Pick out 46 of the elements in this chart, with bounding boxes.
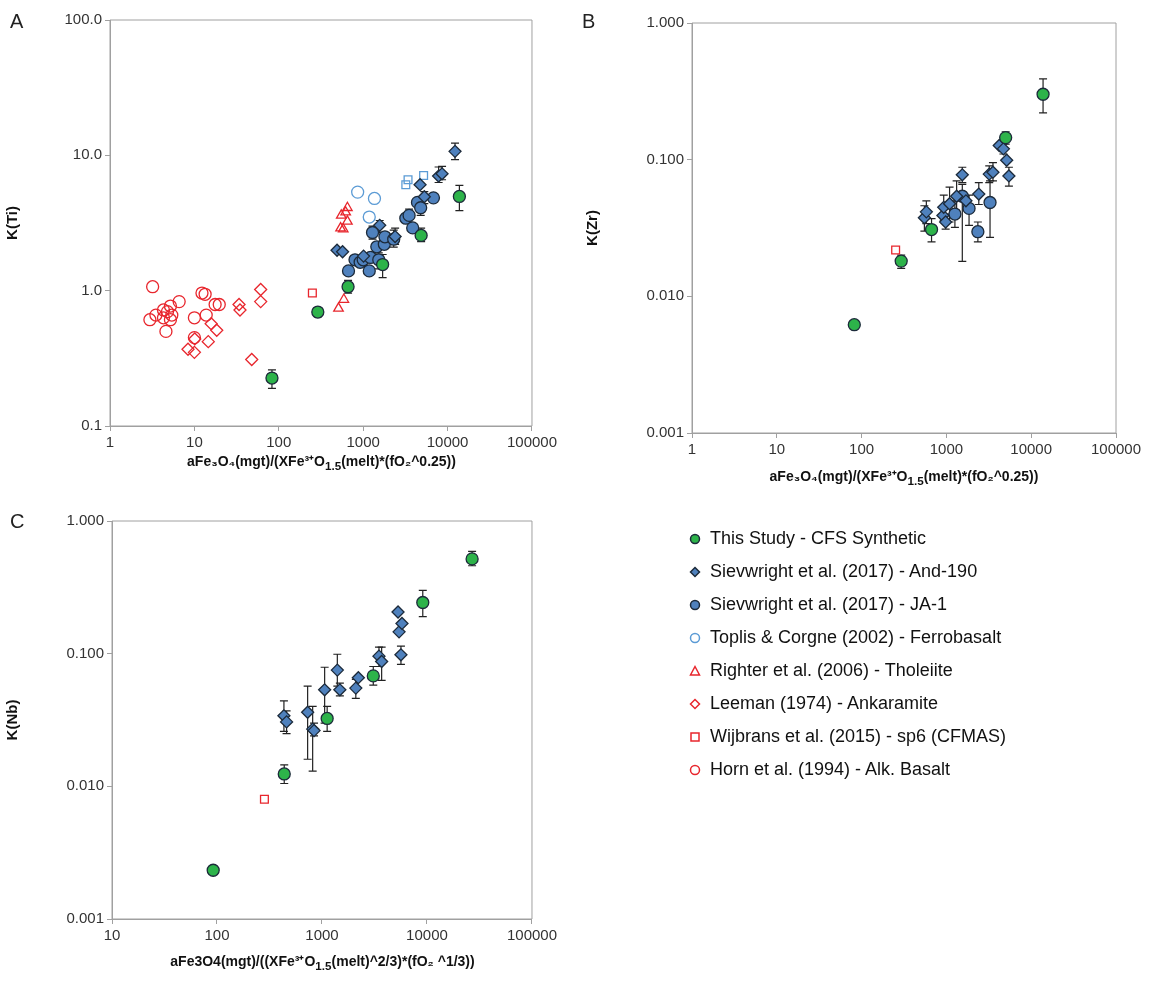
x-tick-label: 1 <box>105 433 115 451</box>
legend-label: Horn et al. (1994) - Alk. Basalt <box>710 759 951 780</box>
x-tick-label: 1000 <box>346 433 380 451</box>
x-tick-label: 10000 <box>426 433 469 451</box>
chart-title: B <box>582 10 596 33</box>
y-tick-label: 1.000 <box>66 511 104 529</box>
y-tick-label: 0.010 <box>66 776 104 794</box>
x-tick-label: 10 <box>186 433 203 451</box>
legend-label: Leeman (1974) - Ankaramite <box>710 693 939 714</box>
y-axis-title: K(Nb) <box>3 699 21 741</box>
x-tick-label: 10 <box>103 926 121 944</box>
y-tick-label: 0.100 <box>66 643 104 661</box>
y-tick-label: 10.0 <box>72 145 102 163</box>
x-tick-label: 100000 <box>1090 440 1142 458</box>
y-tick-label: 0.100 <box>646 149 684 167</box>
x-tick-label: 10000 <box>1010 440 1053 458</box>
y-tick-label: 100.0 <box>64 10 102 28</box>
y-tick-label: 0.1 <box>81 416 102 434</box>
x-tick-label: 10000 <box>406 926 448 944</box>
y-tick-label: 0.001 <box>66 909 104 927</box>
y-tick-label: 0.010 <box>646 286 684 304</box>
x-tick-label: 10 <box>768 440 786 458</box>
x-axis-title: aFe3O4(mgt)/((XFe³⁺O$_{1.5}$(melt)^2/3)*(fO₂ ^1/3)) <box>169 952 476 972</box>
x-tick-label: 100000 <box>506 433 557 451</box>
x-axis-title: aFe₃O₄(mgt)/(XFe³⁺O$_{1.5}$(melt)*(fO₂^0.25)) <box>186 452 457 472</box>
legend-label: Righter et al. (2006) - Tholeiite <box>710 660 953 681</box>
x-tick-label: 1 <box>687 440 697 458</box>
y-tick-label: 1.000 <box>646 13 684 31</box>
y-axis-title: K(Ti) <box>3 206 21 240</box>
y-axis-title: K(Zr) <box>583 210 601 246</box>
chart-title: A <box>10 10 24 33</box>
legend-label: Toplis & Corgne (2002) - Ferrobasalt <box>710 627 1002 648</box>
x-tick-label: 1000 <box>305 926 339 944</box>
y-tick-label: 1.0 <box>81 280 102 298</box>
legend-label: Sievwright et al. (2017) - And-190 <box>710 561 978 582</box>
x-tick-label: 100 <box>849 440 875 458</box>
legend-label: This Study - CFS Synthetic <box>710 528 927 549</box>
x-tick-label: 100 <box>266 433 292 451</box>
chart-title: C <box>10 510 25 533</box>
y-tick-label: 0.001 <box>646 423 684 441</box>
legend-label: Sievwright et al. (2017) - JA-1 <box>710 594 948 615</box>
x-tick-label: 1000 <box>929 440 964 458</box>
x-tick-label: 100 <box>204 926 230 944</box>
x-axis-title: aFe₃O₄(mgt)/(XFe³⁺O$_{1.5}$(melt)*(fO₂^0.25)) <box>768 467 1040 487</box>
legend-label: Wijbrans et al. (2015) - sp6 (CFMAS) <box>710 726 1007 747</box>
x-tick-label: 100000 <box>506 926 557 944</box>
